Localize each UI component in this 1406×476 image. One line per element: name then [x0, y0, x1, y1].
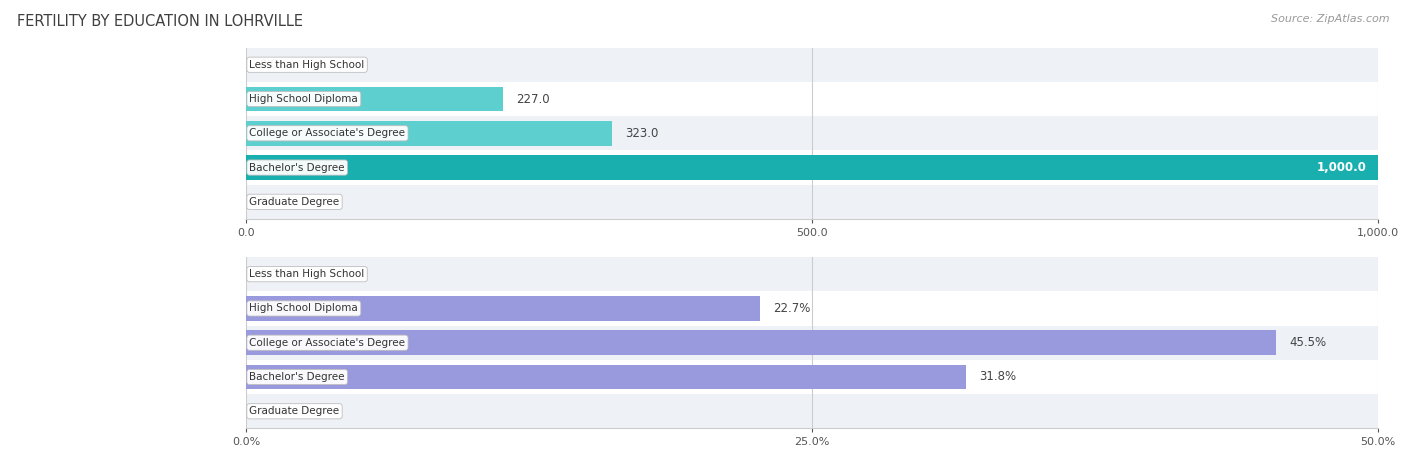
Text: 323.0: 323.0 — [626, 127, 658, 140]
Text: Less than High School: Less than High School — [249, 269, 364, 279]
Bar — [246, 326, 1378, 360]
Bar — [246, 121, 612, 146]
Text: 0.0: 0.0 — [260, 195, 278, 208]
Text: College or Associate's Degree: College or Associate's Degree — [249, 337, 405, 348]
Text: 45.5%: 45.5% — [1289, 336, 1327, 349]
Text: Less than High School: Less than High School — [249, 60, 364, 70]
Text: Bachelor's Degree: Bachelor's Degree — [249, 162, 344, 173]
Text: Graduate Degree: Graduate Degree — [249, 406, 340, 416]
Bar — [246, 291, 1378, 326]
Text: Bachelor's Degree: Bachelor's Degree — [249, 372, 344, 382]
Bar — [246, 155, 1378, 180]
Text: 0.0%: 0.0% — [260, 268, 290, 281]
Bar — [246, 116, 1378, 150]
Text: FERTILITY BY EDUCATION IN LOHRVILLE: FERTILITY BY EDUCATION IN LOHRVILLE — [17, 14, 302, 30]
Bar — [246, 185, 1378, 219]
Text: High School Diploma: High School Diploma — [249, 94, 359, 104]
Text: 227.0: 227.0 — [516, 92, 550, 106]
Bar — [246, 365, 966, 389]
Text: Source: ZipAtlas.com: Source: ZipAtlas.com — [1271, 14, 1389, 24]
Text: Graduate Degree: Graduate Degree — [249, 197, 340, 207]
Text: 31.8%: 31.8% — [980, 370, 1017, 384]
Bar — [246, 394, 1378, 428]
Bar — [246, 330, 1277, 355]
Text: 0.0: 0.0 — [260, 58, 278, 71]
Bar — [246, 82, 1378, 116]
Bar — [246, 296, 759, 321]
Bar — [246, 150, 1378, 185]
Text: High School Diploma: High School Diploma — [249, 303, 359, 314]
Text: 22.7%: 22.7% — [773, 302, 811, 315]
Text: 0.0%: 0.0% — [260, 405, 290, 418]
Bar — [246, 360, 1378, 394]
Bar — [246, 87, 503, 111]
Bar — [246, 48, 1378, 82]
Text: College or Associate's Degree: College or Associate's Degree — [249, 128, 405, 139]
Bar — [246, 257, 1378, 291]
Text: 1,000.0: 1,000.0 — [1316, 161, 1367, 174]
